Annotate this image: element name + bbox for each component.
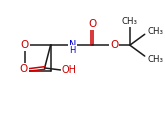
Text: CH₃: CH₃ — [148, 55, 164, 64]
Text: OH: OH — [62, 65, 77, 75]
Text: N: N — [69, 40, 76, 50]
Text: O: O — [20, 64, 28, 74]
Text: O: O — [110, 40, 118, 50]
Text: CH₃: CH₃ — [122, 17, 138, 26]
Text: O: O — [88, 19, 96, 29]
Text: O: O — [21, 40, 29, 50]
Text: CH₃: CH₃ — [148, 27, 164, 36]
Text: H: H — [69, 46, 76, 55]
